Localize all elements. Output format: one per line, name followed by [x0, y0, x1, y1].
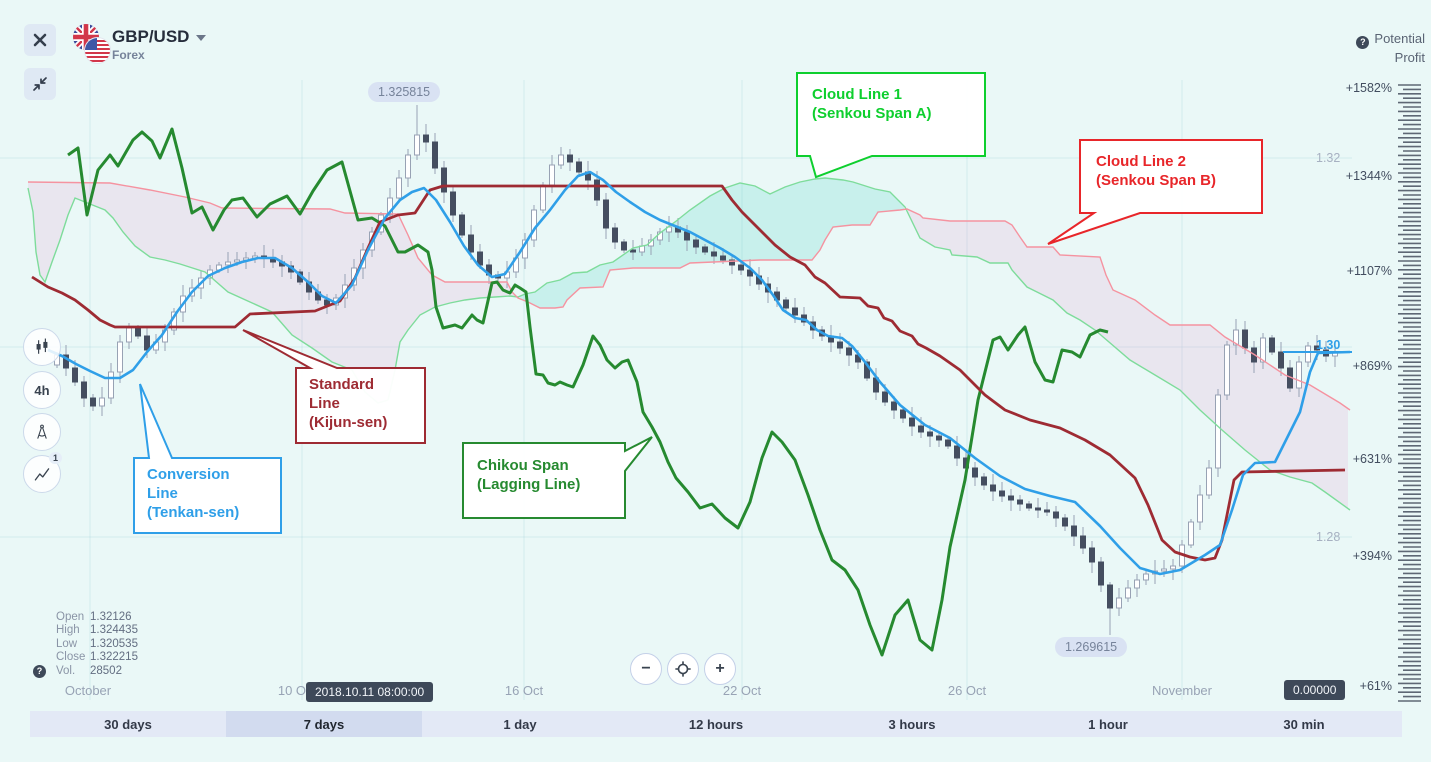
callout-cloud1-label: Cloud Line 1 (Senkou Span A): [812, 86, 932, 122]
profit-scale-label: +61%: [1359, 679, 1392, 693]
compass-icon: [37, 424, 47, 439]
zoom-out-button[interactable]: −: [630, 653, 662, 685]
timeframe-value: 4h: [34, 382, 50, 398]
profit-scale-label: +1582%: [1345, 81, 1392, 95]
zoom-in-button[interactable]: +: [704, 653, 736, 685]
kijun-sen-line: [31, 184, 1346, 562]
range-button-30-days[interactable]: 30 days: [104, 716, 152, 732]
profit-scale-label: +869%: [1352, 359, 1392, 373]
price-badge: 1.325815: [368, 82, 441, 102]
range-button-1-day[interactable]: 1 day: [503, 716, 537, 732]
indicator-zigzag-icon: [34, 468, 50, 481]
ohlc-row: Vol. 28502: [56, 664, 122, 677]
ohlc-help[interactable]: ?: [33, 659, 51, 678]
senkou-span-a-line: [27, 177, 1351, 511]
callout-bubble-cloud2: [1047, 139, 1263, 245]
zoom-range-bar: 30 days 7 days 1 day 12 hours 3 hours 1 hour 3…: [30, 711, 1402, 737]
drawing-tools-button[interactable]: [23, 413, 61, 451]
profit-scale-ruler: [1398, 84, 1421, 702]
x-axis-label: November: [1152, 683, 1212, 698]
callout-bubble-cloud1: [796, 72, 986, 179]
x-axis-label: October: [64, 683, 112, 698]
date-tooltip: 2018.10.11 08:00:00: [306, 682, 434, 702]
x-axis-label: 16 Oct: [504, 683, 544, 698]
callout-standard-label: Standard Line (Kijun-sen): [309, 376, 388, 431]
ohlc-row: High 1.324435: [56, 624, 138, 637]
ohlc-row: Close 1.322215: [56, 651, 138, 664]
indicators-button[interactable]: 1: [23, 452, 62, 493]
chart-type-button[interactable]: [23, 328, 61, 366]
close-icon: [33, 33, 47, 47]
price-axis-label: 1.30: [1316, 338, 1341, 352]
callout-cloud2-label: Cloud Line 2 (Senkou Span B): [1096, 153, 1217, 189]
senkou-span-b-line: [27, 181, 1351, 411]
ohlc-legend: Open 1.32126 High 1.324435 Low 1.320535 Close 1…: [56, 611, 138, 678]
candlestick-icon: [36, 338, 48, 354]
x-axis-label: 22 Oct: [722, 683, 762, 698]
callout-conversion-label: Conversion Line (Tenkan-sen): [147, 466, 240, 521]
range-button-30-min[interactable]: 30 min: [1283, 716, 1325, 732]
range-button-12-hours[interactable]: 12 hours: [688, 716, 744, 732]
tenkan-sen-line: [47, 170, 1351, 576]
profit-scale-label: +394%: [1352, 549, 1392, 563]
collapse-icon: [33, 77, 47, 91]
usd-flag-icon: [84, 37, 111, 64]
range-button-3-hours[interactable]: 3 hours: [888, 716, 936, 732]
callout-chikou-label: Chikou Span (Lagging Line): [477, 457, 581, 493]
profit-scale-label: +1107%: [1346, 264, 1392, 278]
plus-icon: +: [715, 660, 725, 677]
price-axis-label: 1.28: [1316, 530, 1341, 544]
symbol-name: GBP/USD: [112, 27, 190, 46]
price-badge: 1.269615: [1055, 637, 1128, 657]
symbol-title[interactable]: GBP/USD: [112, 27, 207, 47]
profit-scale-label: +631%: [1352, 452, 1392, 466]
collapse-button[interactable]: [24, 68, 56, 100]
price-axis-label: 1.32: [1316, 151, 1341, 165]
profit-scale-label: +1344%: [1345, 169, 1392, 183]
help-icon[interactable]: ?: [1356, 36, 1370, 49]
indicator-count-badge: 1: [48, 452, 62, 464]
symbol-market: Forex: [112, 48, 145, 62]
range-button-1-hour[interactable]: 1 hour: [1088, 716, 1128, 732]
potential-profit-label: ? Potential Profit: [1356, 30, 1425, 66]
callout-bubble-conversion: [133, 383, 282, 534]
close-button[interactable]: [24, 24, 56, 56]
minus-icon: −: [641, 660, 651, 677]
callout-bubbles: [133, 72, 1263, 534]
x-axis-label: 26 Oct: [947, 683, 987, 698]
chikou-span-line: [67, 127, 1109, 657]
crosshair-icon: [675, 661, 691, 677]
range-button-7-days[interactable]: 7 days: [226, 711, 422, 737]
callout-bubble-chikou: [462, 436, 653, 519]
reset-view-button[interactable]: [667, 653, 699, 685]
dropdown-caret-icon: [196, 35, 207, 41]
zero-value-badge: 0.00000: [1284, 680, 1346, 700]
ohlc-row: Open 1.32126: [56, 611, 132, 623]
ohlc-row: Low 1.320535: [56, 637, 138, 650]
timeframe-button[interactable]: 4h: [23, 371, 61, 409]
callout-bubble-standard: [242, 329, 426, 444]
